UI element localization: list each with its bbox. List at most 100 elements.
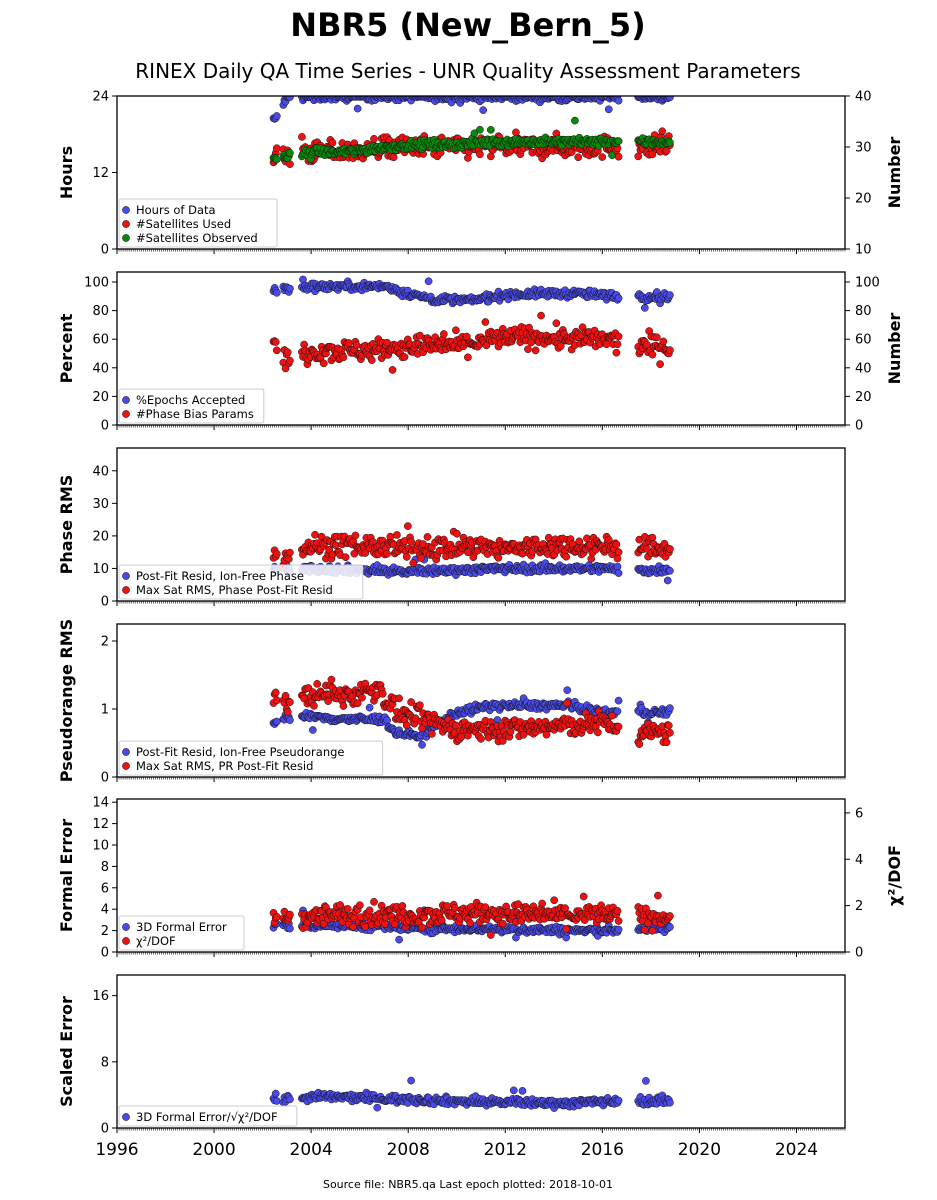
legend-marker [122, 572, 130, 580]
data-point [614, 152, 623, 161]
data-point [562, 552, 571, 561]
y-right-axis-label: Number [885, 313, 904, 385]
legend-marker [122, 762, 130, 770]
data-point [663, 576, 672, 585]
data-point [608, 711, 616, 720]
y-right-tick-label: 0 [855, 419, 863, 434]
data-point [286, 910, 294, 919]
data-point [666, 704, 674, 712]
data-point [272, 112, 281, 120]
data-point [324, 697, 332, 705]
data-point [613, 554, 622, 563]
data-point [613, 562, 622, 571]
legend-marker [122, 586, 130, 594]
data-point [395, 935, 403, 944]
data-point [381, 920, 389, 928]
data-point [339, 353, 348, 362]
data-point [598, 153, 607, 161]
data-point [666, 96, 674, 102]
data-point [614, 332, 623, 341]
data-point [462, 332, 471, 341]
data-point [531, 346, 540, 355]
data-point [378, 689, 387, 698]
data-point [272, 717, 281, 726]
data-point [331, 541, 340, 550]
data-point [327, 675, 336, 684]
data-point [400, 353, 409, 361]
y-tick-label: 40 [92, 361, 109, 376]
data-point [640, 304, 649, 312]
data-point [367, 356, 376, 364]
legend-marker [122, 748, 130, 756]
data-point [271, 688, 280, 697]
y-tick-label: 0 [101, 243, 109, 258]
legend-label: %Epochs Accepted [136, 393, 245, 407]
y-right-axis-label: Number [885, 137, 904, 209]
data-point [477, 735, 485, 743]
y-right-tick-label: 80 [855, 304, 872, 319]
data-point [353, 104, 362, 113]
y-right-tick-label: 10 [855, 243, 872, 258]
data-point [652, 333, 661, 342]
data-point [453, 529, 461, 538]
data-point [272, 696, 281, 705]
data-point [481, 318, 490, 326]
y-tick-label: 20 [92, 390, 109, 405]
data-point [612, 348, 621, 357]
y-axis-label: Percent [57, 313, 76, 383]
chart-title: NBR5 (New_Bern_5) [290, 6, 645, 44]
data-point [383, 716, 391, 725]
data-point [271, 338, 280, 346]
data-point [284, 555, 293, 563]
data-point [666, 291, 674, 299]
legend-label: Post-Fit Resid, Ion-Free Pseudorange [136, 745, 344, 759]
legend-marker [122, 396, 130, 404]
data-point [571, 116, 579, 125]
y-right-tick-label: 60 [855, 333, 872, 348]
data-point [286, 356, 294, 365]
data-point [339, 702, 348, 710]
data-point [355, 901, 364, 910]
data-point [365, 703, 374, 712]
data-point [612, 540, 621, 549]
y-tick-label: 0 [101, 771, 109, 786]
data-point [423, 533, 432, 541]
data-point [613, 340, 622, 349]
data-point [666, 728, 674, 737]
data-point [361, 922, 370, 931]
data-point [272, 550, 281, 558]
data-point [407, 537, 415, 546]
y-right-tick-label: 30 [855, 141, 872, 156]
data-point [614, 294, 623, 302]
data-point [370, 898, 378, 906]
legend-marker [122, 234, 130, 242]
data-point [319, 359, 328, 368]
data-point [452, 326, 460, 335]
y-axis-label: Phase RMS [57, 475, 76, 575]
data-point [552, 319, 561, 328]
data-point [614, 569, 623, 577]
data-point [272, 155, 281, 164]
legend-box [118, 198, 278, 248]
y-tick-label: 12 [92, 166, 109, 181]
panel-4: 0 1 2 Pseudorange RMS Post-Fit Resid, Ion-Fr… [57, 619, 846, 786]
data-point [648, 350, 657, 359]
data-point [479, 106, 488, 114]
data-point [544, 533, 553, 542]
data-point [345, 339, 353, 347]
legend-label: #Satellites Used [136, 217, 231, 231]
data-point [563, 699, 572, 708]
data-point [415, 701, 424, 710]
data-point [298, 133, 306, 141]
data-point [635, 740, 644, 748]
data-point [286, 698, 294, 706]
data-point [428, 730, 436, 738]
data-point [272, 288, 281, 297]
data-point [656, 360, 664, 368]
data-point [383, 549, 391, 558]
data-point [365, 906, 374, 915]
data-point [389, 153, 398, 162]
data-point [358, 693, 366, 702]
